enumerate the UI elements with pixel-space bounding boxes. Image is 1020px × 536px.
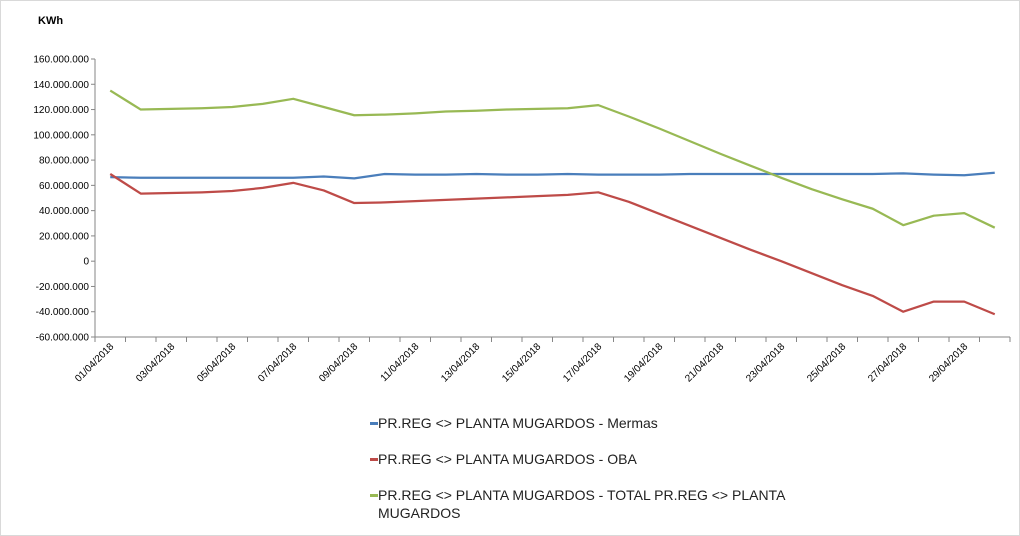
x-tick-label: 03/04/2018 xyxy=(134,341,177,384)
legend-entry: PR.REG <> PLANTA MUGARDOS - Mermas xyxy=(370,414,840,432)
x-tick-label: 15/04/2018 xyxy=(500,341,543,384)
series-line xyxy=(109,89,996,229)
y-tick-label: 140.000.000 xyxy=(33,80,89,91)
x-tick-label: 11/04/2018 xyxy=(379,341,422,384)
x-tick-label: 27/04/2018 xyxy=(866,341,909,384)
x-tick-label: 29/04/2018 xyxy=(927,341,970,384)
y-tick-label: -60.000.000 xyxy=(36,333,90,344)
y-tick-label: 160.000.000 xyxy=(33,55,89,66)
x-tick-label: 01/04/2018 xyxy=(73,341,116,384)
y-tick-label: -40.000.000 xyxy=(36,307,90,318)
y-tick-label: 60.000.000 xyxy=(39,181,89,192)
x-tick-label: 25/04/2018 xyxy=(805,341,848,384)
series-line xyxy=(110,171,995,180)
legend-label: PR.REG <> PLANTA MUGARDOS - OBA xyxy=(378,451,637,467)
y-tick-label: 120.000.000 xyxy=(33,105,89,116)
legend-swatch xyxy=(370,494,378,497)
legend-label: PR.REG <> PLANTA MUGARDOS - TOTAL PR.REG… xyxy=(378,487,785,521)
y-tick-label: 0 xyxy=(83,257,89,268)
y-tick-label: -20.000.000 xyxy=(36,282,90,293)
legend-swatch xyxy=(370,458,378,461)
x-tick-label: 23/04/2018 xyxy=(744,341,787,384)
legend-label: PR.REG <> PLANTA MUGARDOS - Mermas xyxy=(378,415,658,431)
legend: PR.REG <> PLANTA MUGARDOS - Mermas PR.REG… xyxy=(370,414,840,536)
x-tick-label: 07/04/2018 xyxy=(256,341,299,384)
y-tick-label: 40.000.000 xyxy=(39,206,89,217)
x-tick-label: 09/04/2018 xyxy=(317,341,360,384)
x-tick-label: 21/04/2018 xyxy=(683,341,726,384)
legend-entry: PR.REG <> PLANTA MUGARDOS - OBA xyxy=(370,450,840,468)
y-axis-label: KWh xyxy=(38,15,63,27)
y-tick-label: 20.000.000 xyxy=(39,231,89,242)
legend-swatch xyxy=(370,422,378,425)
x-tick-label: 13/04/2018 xyxy=(439,341,482,384)
x-tick-label: 17/04/2018 xyxy=(561,341,604,384)
x-tick-label: 19/04/2018 xyxy=(622,341,665,384)
y-tick-label: 80.000.000 xyxy=(39,156,89,167)
x-tick-label: 05/04/2018 xyxy=(195,341,238,384)
series-line xyxy=(109,173,996,316)
legend-entry: PR.REG <> PLANTA MUGARDOS - TOTAL PR.REG… xyxy=(370,486,840,522)
y-tick-label: 100.000.000 xyxy=(33,130,89,141)
